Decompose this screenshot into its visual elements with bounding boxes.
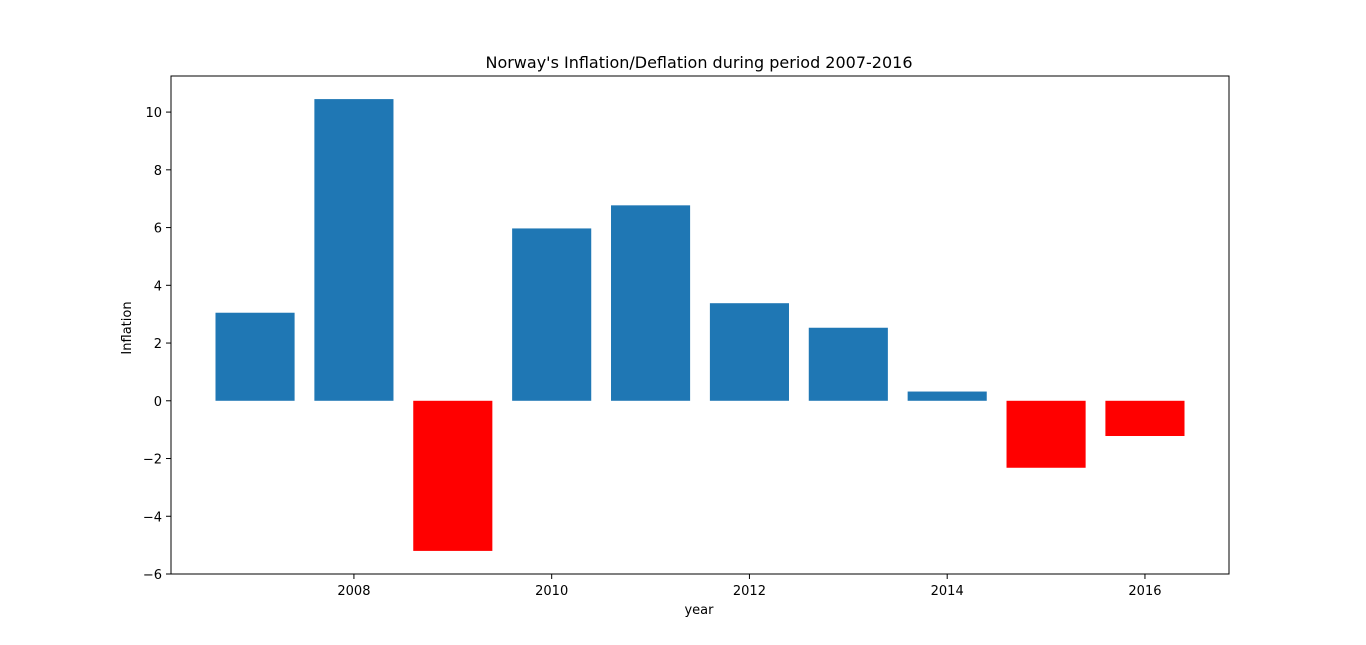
- bar-2010: [512, 228, 592, 401]
- y-tick-label: 10: [145, 106, 162, 121]
- y-tick-label: 4: [154, 279, 162, 294]
- bar-2012: [709, 303, 789, 401]
- y-tick-label: −2: [143, 453, 162, 468]
- plot-frame: [170, 75, 1230, 575]
- y-tick-label: 6: [154, 222, 162, 237]
- x-axis-label: year: [684, 603, 714, 618]
- y-tick-label: 2: [154, 337, 162, 352]
- y-axis-label: Inflation: [120, 301, 135, 354]
- y-tick-label: −4: [143, 510, 162, 525]
- bar-2013: [808, 327, 888, 401]
- bars-group: [215, 99, 1185, 551]
- x-tick-label: 2016: [1128, 584, 1161, 599]
- y-axis: −6 −4 −2 0 2 4 6 8 10: [143, 106, 171, 583]
- x-tick-label: 2010: [535, 584, 568, 599]
- x-tick-label: 2008: [337, 584, 370, 599]
- bar-2011: [611, 205, 691, 401]
- x-tick-label: 2014: [931, 584, 964, 599]
- bar-2008: [314, 99, 394, 401]
- x-tick-label: 2012: [733, 584, 766, 599]
- chart-title: Norway's Inflation/Deflation during peri…: [485, 53, 912, 72]
- bar-2015: [1006, 400, 1086, 468]
- bar-2009: [413, 400, 493, 551]
- bar-2016: [1105, 400, 1185, 437]
- x-axis: 2008 2010 2012 2014 2016: [337, 574, 1162, 599]
- bar-2014: [907, 391, 987, 401]
- bar-2007: [215, 312, 295, 401]
- y-tick-label: 8: [154, 164, 162, 179]
- y-tick-label: −6: [143, 568, 162, 583]
- y-tick-label: 0: [154, 395, 162, 410]
